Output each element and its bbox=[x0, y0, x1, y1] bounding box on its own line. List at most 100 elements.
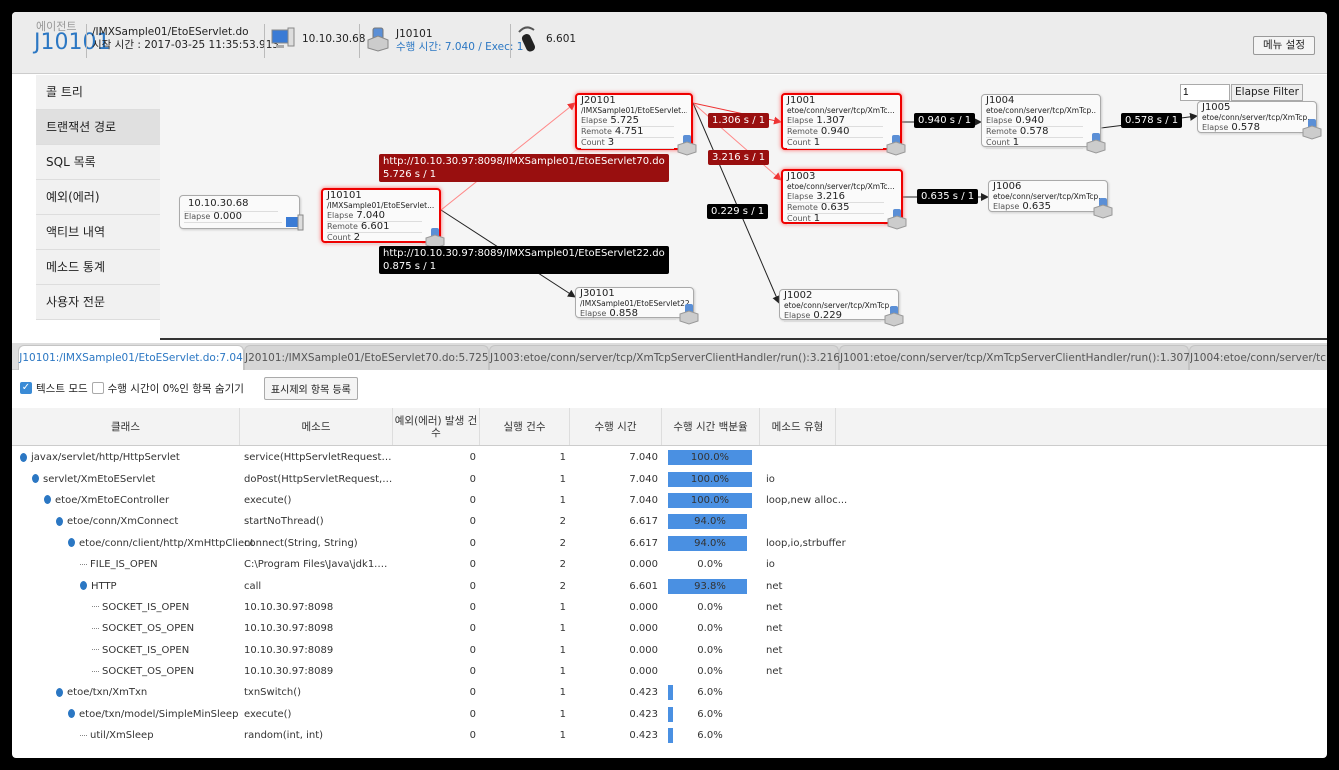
sidebar-item-exceptions[interactable]: 예외(에러) bbox=[36, 180, 160, 215]
register-exclusion-button[interactable]: 표시제외 항목 등록 bbox=[263, 376, 358, 400]
table-row[interactable]: SOCKET_OS_OPEN 10.10.30.97:8089 0 1 0.00… bbox=[12, 661, 1327, 682]
collapse-toggle-icon[interactable] bbox=[56, 687, 63, 697]
percent-cell: 94.0% bbox=[662, 535, 760, 551]
percent-label: 0.0% bbox=[697, 644, 723, 656]
node-j1004[interactable]: J1004 etoe/conn/server/tcp/XmTcp... Elapse… bbox=[981, 94, 1106, 154]
node-client[interactable]: 10.10.30.68 Elapse 0.000 bbox=[179, 195, 304, 231]
table-row[interactable]: HTTP call 0 2 6.601 93.8% net bbox=[12, 575, 1327, 596]
sidebar-item-transaction-path[interactable]: 트랜잭션 경로 bbox=[36, 110, 160, 145]
class-cell: etoe/conn/XmConnect bbox=[12, 516, 240, 527]
node-j10101[interactable]: J10101/IMXSample01/EtoEServlet... Elapse 7… bbox=[321, 188, 445, 249]
table-row[interactable]: SOCKET_IS_OPEN 10.10.30.97:8098 0 1 0.00… bbox=[12, 597, 1327, 618]
collapse-toggle-icon[interactable] bbox=[68, 538, 75, 548]
collapse-toggle-icon[interactable] bbox=[32, 474, 39, 484]
remote-label: Remote bbox=[581, 127, 612, 136]
type-cell: net bbox=[766, 644, 783, 656]
node-j20101[interactable]: J20101/IMXSample01/EtoEServlet... Elapse 5… bbox=[575, 93, 697, 156]
edge-j20101-j1003 bbox=[692, 102, 782, 181]
percent-label: 6.0% bbox=[697, 687, 723, 699]
errors-cell: 0 bbox=[469, 516, 476, 528]
class-name: etoe/txn/model/SimpleMinSleep bbox=[79, 708, 239, 720]
class-cell: javax/servlet/http/HttpServlet bbox=[12, 452, 240, 463]
edge-label-servlet70: http://10.10.30.97:8098/IMXSample01/EtoE… bbox=[379, 154, 669, 182]
count-label: Count bbox=[787, 214, 811, 223]
menu-settings-button[interactable]: 메뉴 설정 bbox=[1253, 36, 1315, 55]
tab-j10101[interactable]: J10101:/IMXSample01/EtoEServlet.do:7.04 bbox=[18, 345, 244, 370]
node-id: J1004 bbox=[986, 95, 1015, 106]
col-errors[interactable]: 예외(에러) 발생 건수 bbox=[393, 408, 480, 445]
percent-cell: 6.0% bbox=[662, 706, 760, 722]
type-cell: net bbox=[766, 623, 783, 635]
method-cell: 10.10.30.97:8098 bbox=[244, 601, 334, 613]
collapse-toggle-icon[interactable] bbox=[68, 709, 75, 719]
tab-j20101[interactable]: J20101:/IMXSample01/EtoEServlet70.do:5.7… bbox=[244, 345, 489, 370]
toolbar: ✓ 텍스트 모드 수행 시간이 0%인 항목 숨기기 표시제외 항목 등록 bbox=[20, 376, 358, 400]
tab-j1003[interactable]: J1003:etoe/conn/server/tcp/XmTcpServerCl… bbox=[489, 345, 840, 370]
col-exec-count[interactable]: 실행 건수 bbox=[480, 408, 570, 445]
node-j1005[interactable]: J1005 etoe/conn/server/tcp/XmTcp... Elapse… bbox=[1197, 101, 1322, 140]
remote-label: Remote bbox=[787, 203, 818, 212]
errors-cell: 0 bbox=[469, 666, 476, 678]
count-label: Count bbox=[327, 233, 351, 242]
table-row[interactable]: javax/servlet/http/HttpServlet service(H… bbox=[12, 447, 1327, 468]
execs-cell: 1 bbox=[559, 666, 566, 678]
node-j1006[interactable]: J1006 etoe/conn/server/tcp/XmTcp... Elapse… bbox=[988, 180, 1113, 219]
table-row[interactable]: etoe/XmEtoEController execute() 0 1 7.04… bbox=[12, 490, 1327, 511]
agent-id: J10101 bbox=[34, 30, 111, 55]
sidebar-item-active-history[interactable]: 액티브 내역 bbox=[36, 215, 160, 250]
sidebar-item-sql-list[interactable]: SQL 목록 bbox=[36, 145, 160, 180]
col-time-percent[interactable]: 수행 시간 백분율 bbox=[662, 408, 760, 445]
method-cell: service(HttpServletRequest, HttpS... bbox=[244, 452, 393, 464]
percent-cell: 0.0% bbox=[662, 621, 760, 636]
table-row[interactable]: etoe/txn/model/SimpleMinSleep execute() … bbox=[12, 704, 1327, 725]
collapse-toggle-icon[interactable] bbox=[56, 516, 63, 526]
node-j1003[interactable]: J1003 etoe/conn/server/tcp/XmTc... Elapse 3… bbox=[781, 169, 907, 230]
table-row[interactable]: util/XmSleep random(int, int) 0 1 0.423 … bbox=[12, 725, 1327, 746]
table-row[interactable]: etoe/txn/XmTxn txnSwitch() 0 1 0.423 6.0… bbox=[12, 682, 1327, 703]
method-cell: execute() bbox=[244, 708, 292, 720]
table-row[interactable]: servlet/XmEtoEServlet doPost(HttpServlet… bbox=[12, 468, 1327, 489]
errors-cell: 0 bbox=[469, 580, 476, 592]
col-class[interactable]: 클래스 bbox=[12, 408, 240, 445]
remote-value: 0.578 bbox=[1019, 126, 1049, 137]
table-row[interactable]: SOCKET_IS_OPEN 10.10.30.97:8089 0 1 0.00… bbox=[12, 640, 1327, 661]
collapse-toggle-icon[interactable] bbox=[20, 452, 27, 462]
sidebar-item-user-message[interactable]: 사용자 전문 bbox=[36, 285, 160, 320]
col-method[interactable]: 메소드 bbox=[240, 408, 393, 445]
table-row[interactable]: SOCKET_OS_OPEN 10.10.30.97:8098 0 1 0.00… bbox=[12, 618, 1327, 639]
node-j1001[interactable]: J1001 etoe/conn/server/tcp/XmTc... Elapse 1… bbox=[781, 93, 906, 156]
class-name: javax/servlet/http/HttpServlet bbox=[31, 452, 180, 464]
col-exec-time[interactable]: 수행 시간 bbox=[570, 408, 662, 445]
node-j30101[interactable]: J30101/IMXSample01/EtoEServlet22... Elaps… bbox=[575, 287, 699, 325]
class-cell: SOCKET_OS_OPEN bbox=[12, 666, 240, 677]
execs-cell: 1 bbox=[559, 473, 566, 485]
elapse-filter-input[interactable] bbox=[1180, 84, 1230, 101]
node-j1002[interactable]: J1002 etoe/conn/server/tcp/XmTcp... Elapse… bbox=[779, 289, 904, 327]
server-id: J10101 bbox=[396, 28, 433, 40]
percent-label: 94.0% bbox=[694, 537, 726, 549]
divider bbox=[510, 24, 511, 58]
edge-label-servlet22: http://10.10.30.97:8089/IMXSample01/EtoE… bbox=[379, 246, 669, 274]
edge-j20101-j1002 bbox=[692, 102, 780, 304]
tab-j1004[interactable]: J1004:etoe/conn/server/tcp/XmTcpServerCl… bbox=[1189, 345, 1327, 370]
col-method-type[interactable]: 메소드 유형 bbox=[760, 408, 836, 445]
call-tree-table: javax/servlet/http/HttpServlet service(H… bbox=[12, 447, 1327, 746]
elapse-filter-button[interactable]: Elapse Filter bbox=[1231, 84, 1303, 101]
collapse-toggle-icon[interactable] bbox=[80, 581, 87, 591]
table-row[interactable]: etoe/conn/client/http/XmHttpClient conne… bbox=[12, 533, 1327, 554]
remote-value: 4.751 bbox=[614, 126, 644, 137]
table-row[interactable]: FILE_IS_OPEN C:\Program Files\Java\jdk1.… bbox=[12, 554, 1327, 575]
hide-zero-checkbox[interactable] bbox=[91, 382, 104, 394]
collapse-toggle-icon[interactable] bbox=[44, 495, 51, 505]
percent-label: 100.0% bbox=[690, 452, 730, 464]
text-mode-checkbox[interactable]: ✓ bbox=[20, 382, 32, 394]
table-row[interactable]: etoe/conn/XmConnect startNoThread() 0 2 … bbox=[12, 511, 1327, 532]
sidebar-item-call-tree[interactable]: 콜 트리 bbox=[36, 75, 160, 110]
tab-j1001[interactable]: J1001:etoe/conn/server/tcp/XmTcpServerCl… bbox=[839, 345, 1190, 370]
elapse-value: 3.216 bbox=[816, 191, 845, 202]
class-name: SOCKET_OS_OPEN bbox=[102, 623, 195, 635]
errors-cell: 0 bbox=[469, 537, 476, 549]
percent-label: 94.0% bbox=[694, 516, 726, 528]
sidebar-item-method-stats[interactable]: 메소드 통계 bbox=[36, 250, 160, 285]
divider bbox=[264, 24, 265, 58]
